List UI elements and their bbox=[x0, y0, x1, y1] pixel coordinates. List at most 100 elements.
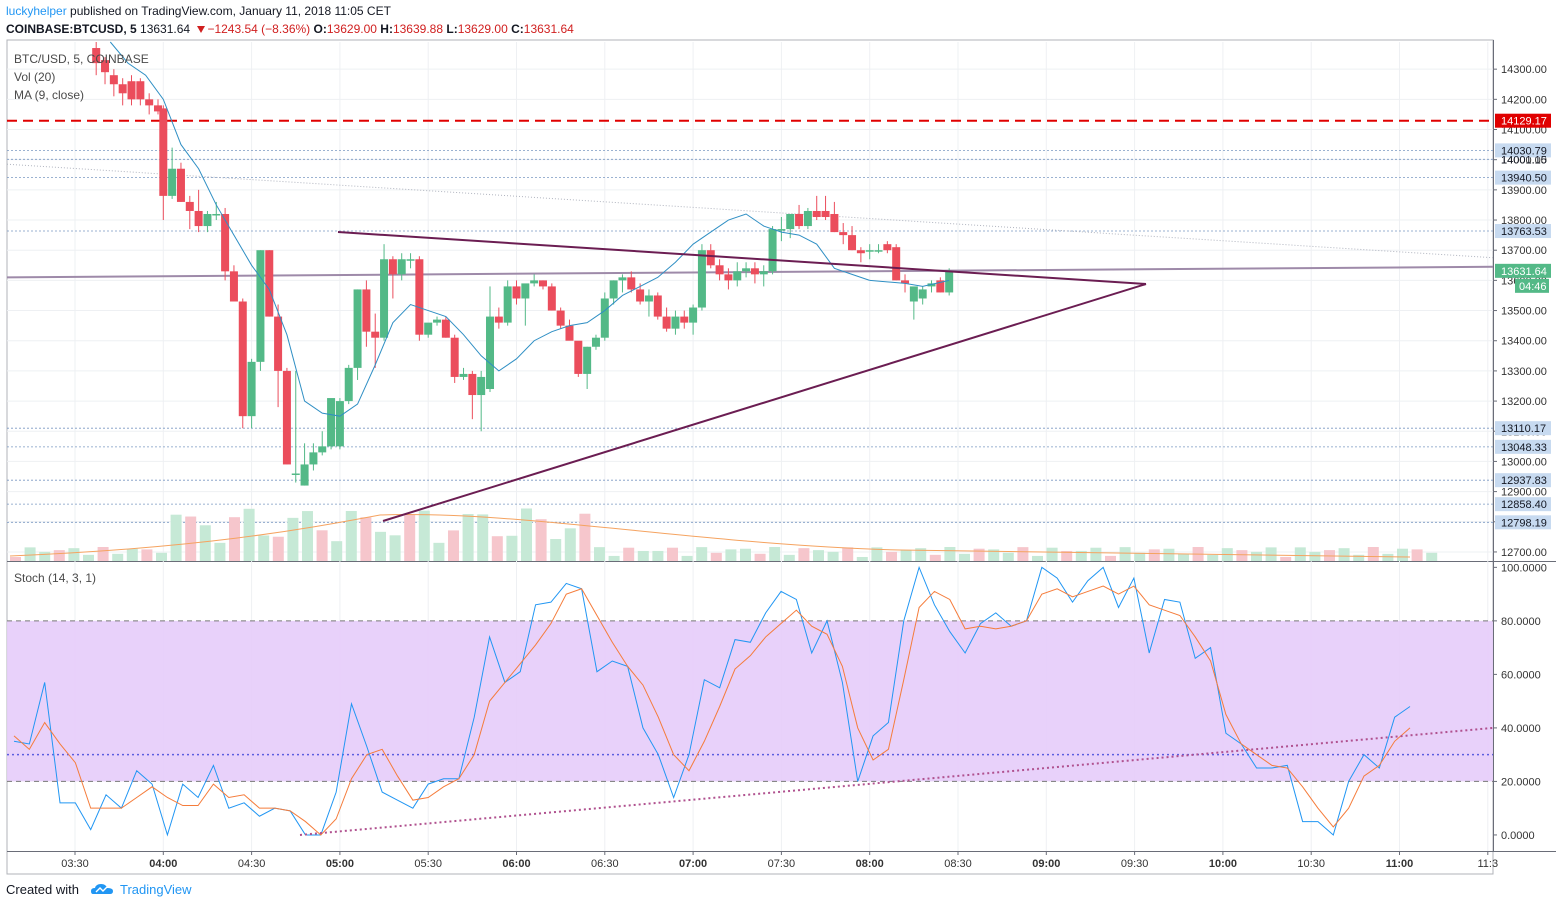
volume-bar bbox=[68, 548, 80, 561]
candle-body bbox=[795, 213, 804, 227]
volume-bar bbox=[798, 548, 810, 561]
candle-body bbox=[627, 277, 636, 290]
author-link[interactable]: luckyhelper bbox=[6, 4, 67, 18]
candle-body bbox=[865, 250, 874, 252]
volume-bar bbox=[521, 508, 532, 561]
candle-body bbox=[812, 210, 821, 218]
symbol-name: COINBASE:BTCUSD, 5 bbox=[6, 22, 137, 36]
volume-bar bbox=[1032, 555, 1043, 561]
candle-body bbox=[109, 75, 118, 85]
tradingview-link[interactable]: TradingView bbox=[120, 882, 192, 897]
open-value: 13629.00 bbox=[326, 22, 377, 36]
volume-bar bbox=[725, 549, 737, 561]
price-label-bg bbox=[1495, 421, 1551, 436]
price-label-bg bbox=[1495, 515, 1551, 530]
publish-text: published on TradingView.com, January 11… bbox=[70, 4, 391, 18]
volume-bar bbox=[360, 517, 372, 561]
volume-bar bbox=[637, 550, 649, 561]
volume-bar bbox=[564, 528, 576, 561]
volume-bar bbox=[944, 547, 956, 561]
candle-body bbox=[830, 213, 839, 233]
price-label: 12798.19 bbox=[1501, 517, 1547, 529]
price-change: −1243.54 (−8.36%) bbox=[207, 22, 311, 36]
candle-body bbox=[212, 213, 221, 216]
candle-body bbox=[238, 301, 247, 417]
candle-body bbox=[680, 316, 689, 323]
stoch-tick-label: 80.0000 bbox=[1501, 616, 1541, 628]
volume-bar bbox=[389, 535, 401, 561]
close-label: C: bbox=[511, 22, 524, 36]
candle-body bbox=[362, 289, 371, 332]
volume-bar bbox=[1178, 553, 1189, 561]
volume-bar bbox=[886, 551, 897, 561]
price-label: 13048.33 bbox=[1501, 442, 1547, 454]
volume-bar bbox=[214, 542, 226, 561]
volume-bar bbox=[1426, 552, 1438, 561]
volume-bar bbox=[1002, 552, 1014, 561]
candle-body bbox=[609, 280, 618, 299]
candle-body bbox=[856, 250, 865, 254]
price-label: 13631.64 bbox=[1501, 266, 1547, 278]
publish-line: luckyhelper published on TradingView.com… bbox=[6, 4, 391, 18]
volume-bar bbox=[506, 535, 518, 561]
volume-bar bbox=[740, 548, 751, 561]
tradingview-cloud-icon bbox=[90, 884, 113, 894]
candle-body bbox=[909, 286, 918, 302]
price-tick-label: 13000.00 bbox=[1501, 456, 1547, 468]
time-tick-label: 04:00 bbox=[149, 858, 177, 870]
candle-body bbox=[441, 319, 450, 338]
candle-body bbox=[521, 283, 530, 299]
price-label: 13110.17 bbox=[1501, 423, 1546, 435]
legend-stoch: Stoch (14, 3, 1) bbox=[14, 571, 97, 585]
price-label: 14030.79 bbox=[1501, 145, 1547, 157]
volume-bar bbox=[185, 516, 197, 561]
candle-body bbox=[883, 244, 892, 251]
candle-body bbox=[176, 168, 185, 202]
legend-ma: MA (9, close) bbox=[14, 88, 85, 102]
lower-trendline bbox=[382, 283, 1147, 522]
candle-body bbox=[918, 289, 927, 299]
candle-body bbox=[821, 210, 830, 218]
support-line bbox=[6, 265, 1494, 279]
volume-bar bbox=[783, 554, 795, 561]
candle-body bbox=[388, 259, 397, 275]
volume-bar bbox=[827, 551, 839, 561]
stoch-tick-label: 0.0000 bbox=[1501, 830, 1535, 842]
volume-bar bbox=[156, 552, 167, 561]
high-label: H: bbox=[380, 22, 393, 36]
candle-body bbox=[450, 337, 459, 377]
price-label: 13763.53 bbox=[1501, 226, 1547, 238]
volume-bar bbox=[579, 513, 591, 561]
price-label: 13940.50 bbox=[1501, 173, 1547, 185]
time-tick-label: 08:00 bbox=[856, 858, 884, 870]
candle-body bbox=[936, 280, 945, 293]
trend-dotted-line bbox=[6, 163, 1494, 259]
candle-body bbox=[945, 271, 954, 293]
price-tick-label: 13400.00 bbox=[1501, 336, 1547, 348]
candle-body bbox=[556, 310, 565, 326]
candle-body bbox=[874, 250, 883, 252]
volume-bar bbox=[1207, 554, 1219, 561]
candle-body bbox=[154, 105, 163, 112]
volume-bar bbox=[404, 514, 416, 561]
volume-bar bbox=[915, 548, 927, 561]
candle-body bbox=[291, 473, 300, 475]
legend-symbol: BTC/USD, 5, COINBASE bbox=[14, 52, 149, 66]
volume-bar bbox=[900, 550, 912, 561]
price-tick-label: 13300.00 bbox=[1501, 366, 1547, 378]
volume-bar bbox=[1280, 556, 1292, 561]
price-tick-label: 13800.00 bbox=[1501, 215, 1547, 227]
time-tick-label: 09:30 bbox=[1121, 858, 1149, 870]
volume-bar bbox=[491, 536, 503, 561]
time-tick-label: 05:30 bbox=[414, 858, 442, 870]
candle-body bbox=[653, 295, 662, 317]
volume-bar bbox=[112, 553, 124, 561]
volume-bar bbox=[83, 554, 94, 561]
ma-line bbox=[109, 41, 870, 417]
candle-body bbox=[512, 286, 521, 299]
candle-body bbox=[715, 265, 724, 275]
candle-body bbox=[371, 331, 380, 338]
candle-body bbox=[194, 210, 203, 227]
candle-body bbox=[768, 229, 777, 272]
